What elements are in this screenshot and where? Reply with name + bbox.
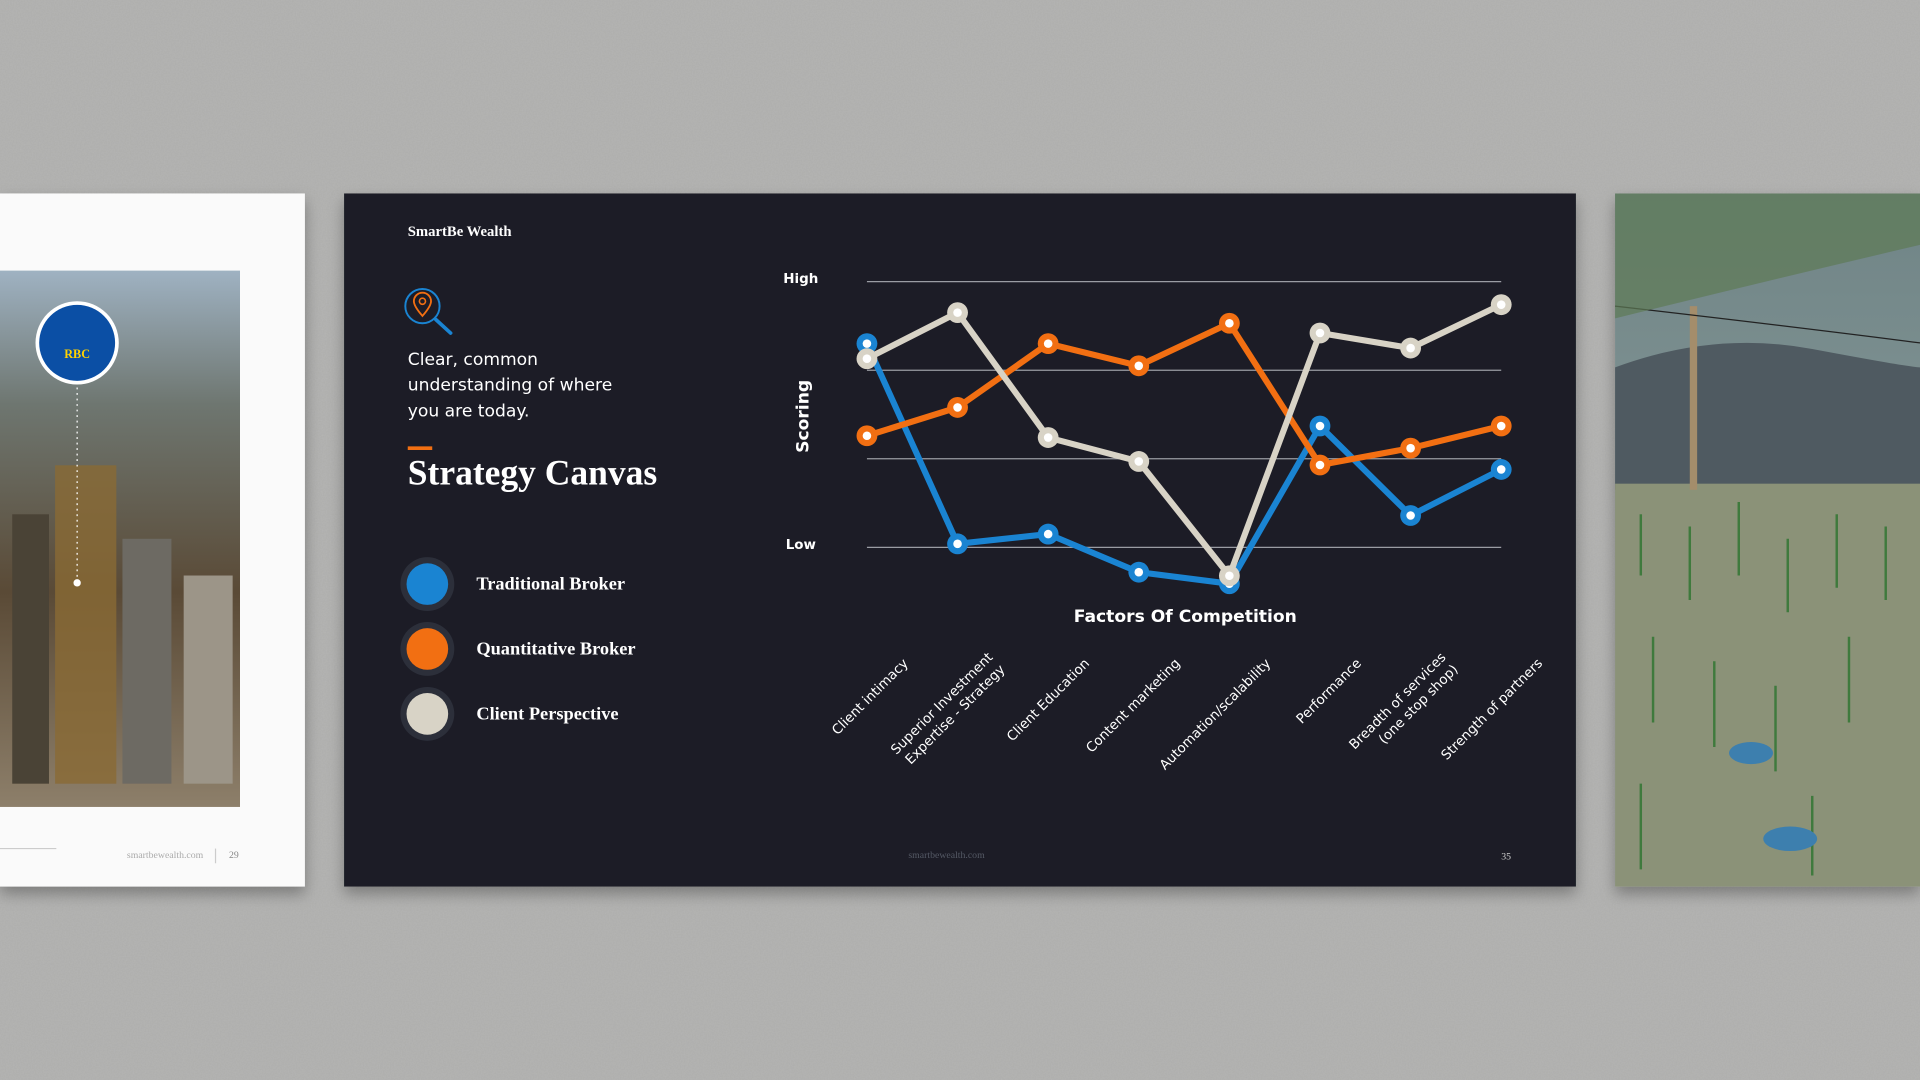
point-center [1225, 318, 1234, 328]
legend-label: Client Perspective [476, 703, 618, 723]
tagline: you are today. [408, 401, 530, 421]
point-center [953, 403, 962, 412]
page-number: 29 [229, 850, 239, 861]
logo [39, 304, 116, 381]
legend-label: Quantitative Broker [476, 638, 635, 658]
brand: SmartBe Wealth [408, 224, 512, 240]
strategy-slide: SmartBe Wealth Clear, common understandi… [344, 193, 1576, 887]
page-number: 35 [1501, 851, 1511, 862]
point-center [1496, 465, 1506, 474]
point-center [1043, 433, 1053, 442]
footer-url: smartbewealth.com [127, 850, 204, 861]
pole [1689, 306, 1698, 490]
point-center [1315, 328, 1325, 338]
y-tick-label: High [783, 272, 818, 287]
point-center [1134, 457, 1144, 466]
bird [1728, 742, 1774, 765]
x-axis-title: Factors Of Competition [1074, 607, 1297, 627]
point-center [1225, 571, 1234, 581]
point-center [862, 339, 872, 348]
leaves [1615, 193, 1920, 319]
point-center [862, 354, 872, 363]
series-line [866, 320, 1502, 469]
point-center [862, 431, 872, 441]
y-axis-title: Scoring [793, 380, 813, 453]
series-line [865, 301, 1503, 579]
building [183, 575, 233, 784]
point-center [1496, 300, 1506, 309]
point-center [953, 539, 962, 549]
legend-swatch [406, 628, 449, 670]
tagline: understanding of where [408, 376, 612, 396]
wire [1615, 305, 1920, 344]
point-center [1406, 443, 1415, 453]
point-center [953, 308, 962, 317]
logo-text: RBC [64, 347, 90, 361]
legend-label: Traditional Broker [476, 574, 625, 594]
point-center [1134, 361, 1144, 371]
point-center [1406, 511, 1415, 520]
right-slide [1615, 193, 1920, 887]
point-center [1043, 529, 1053, 539]
left-slide: RBC smartbewealth.com 29 [0, 193, 305, 887]
dot [73, 579, 81, 587]
bird [1763, 826, 1818, 852]
building [55, 465, 117, 784]
y-tick-label: Low [786, 538, 816, 553]
legend-swatch [406, 693, 449, 735]
heading: Strategy Canvas [408, 452, 657, 492]
tagline: Clear, common [408, 350, 538, 370]
legend-swatch [406, 563, 449, 605]
building [122, 538, 172, 784]
point-center [1134, 567, 1144, 577]
search-icon [404, 288, 453, 335]
hill [1615, 342, 1920, 490]
point-center [1496, 421, 1506, 431]
building [12, 514, 49, 784]
footer-url: smartbewealth.com [908, 850, 985, 861]
series-line [864, 342, 1503, 587]
field [1615, 483, 1920, 887]
point-center [1315, 460, 1325, 470]
point-center [1406, 343, 1415, 353]
point-center [1315, 421, 1325, 431]
point-center [1043, 339, 1053, 348]
